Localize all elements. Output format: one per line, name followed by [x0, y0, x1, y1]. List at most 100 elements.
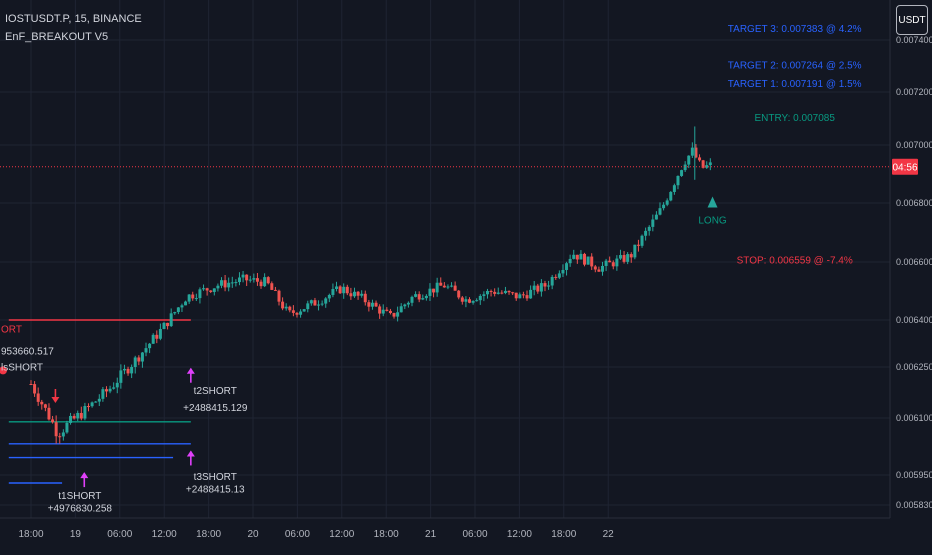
candle-body [550, 276, 554, 286]
x-tick-label: 21 [425, 529, 437, 540]
take-profit-arrow-head [186, 450, 195, 457]
y-tick-label: 0.006250 [896, 362, 932, 372]
x-tick-label: 19 [70, 529, 82, 540]
candle-body [219, 280, 223, 286]
candle-body [162, 322, 166, 329]
candle-body [597, 269, 601, 272]
x-tick-label: 20 [247, 529, 259, 540]
candle-body [388, 310, 392, 314]
y-tick-label: 0.006600 [896, 257, 932, 267]
y-tick-label: 0.006100 [896, 413, 932, 423]
candle-body [414, 294, 418, 297]
candle-body [557, 273, 561, 278]
candle-body [187, 294, 191, 302]
price-candles [29, 126, 712, 444]
candle-body [54, 422, 58, 437]
candle-body [521, 294, 525, 296]
price-countdown-badge [892, 158, 918, 175]
candle-body [202, 288, 206, 290]
candle-body [47, 407, 51, 420]
candle-body [611, 262, 615, 267]
candle-body [608, 260, 612, 263]
candle-body [291, 310, 295, 313]
candle-body [112, 387, 116, 389]
candle-body [698, 157, 702, 161]
candle-body [352, 291, 356, 297]
candle-body [629, 254, 633, 258]
candle-body [489, 290, 493, 292]
candle-body [126, 368, 130, 374]
candle-body [421, 298, 425, 300]
candle-body [331, 289, 335, 295]
chart-annotation: t1SHORT [58, 491, 101, 502]
candle-body [694, 147, 698, 158]
candle-body [374, 302, 378, 307]
currency-button[interactable]: USDT [896, 5, 928, 35]
candle-body [309, 300, 313, 304]
candle-body [119, 370, 123, 383]
candle-body [148, 343, 152, 349]
candle-body [496, 292, 500, 294]
signal-markers [0, 196, 718, 488]
candle-body [669, 191, 673, 201]
x-tick-label: 06:00 [107, 529, 132, 540]
candle-body [288, 306, 292, 311]
candle-body [237, 277, 241, 283]
candle-body [392, 313, 396, 317]
candle-body [370, 302, 374, 307]
candle-body [640, 235, 644, 246]
candle-body [245, 274, 249, 281]
chart-annotation: +4976830.258 [48, 503, 113, 514]
candle-body [396, 312, 400, 317]
chart-annotation: TARGET 2: 0.007264 @ 2.5% [728, 61, 862, 72]
candle-body [273, 289, 277, 291]
candle-body [471, 301, 475, 303]
x-tick-label: 18:00 [374, 529, 399, 540]
symbol-title: IOSTUSDT.P, 15, BINANCE [5, 13, 142, 25]
candle-body [313, 300, 317, 306]
candle-body [216, 285, 220, 289]
candle-body [137, 357, 141, 362]
candle-body [169, 313, 173, 327]
candle-body [572, 254, 576, 259]
candle-body [539, 283, 543, 292]
candle-body [209, 290, 213, 292]
candle-body [79, 412, 83, 419]
short-arrow-head [51, 397, 60, 403]
candle-body [575, 254, 579, 260]
candle-body [349, 293, 353, 297]
candle-body [198, 289, 202, 299]
y-tick-label: 0.005950 [896, 470, 932, 480]
candle-body [205, 288, 209, 291]
candle-body [662, 204, 666, 209]
candle-body [406, 302, 410, 305]
candle-body [72, 415, 76, 419]
candle-body [104, 389, 108, 392]
candle-body [133, 357, 137, 367]
candle-body [464, 299, 468, 302]
candle-body [500, 292, 504, 294]
candle-body [565, 263, 569, 270]
candle-body [263, 277, 267, 287]
candle-body [583, 253, 587, 265]
candle-body [83, 406, 87, 419]
candle-body [69, 415, 73, 423]
candle-body [173, 312, 177, 314]
candle-body [306, 303, 310, 310]
take-profit-arrow-head [186, 367, 195, 374]
long-signal-marker [707, 196, 718, 208]
axes: 0.005830 0.005950 0.006100 0.006250 0.006400… [0, 0, 932, 540]
candle-body [184, 301, 188, 306]
chart-annotation: TARGET 1: 0.007191 @ 1.5% [728, 79, 862, 90]
candle-body [708, 162, 712, 166]
candle-body [676, 175, 680, 186]
candle-body [399, 306, 403, 313]
candle-body [122, 368, 126, 371]
candle-body [266, 277, 270, 284]
candle-body [403, 304, 407, 307]
candle-body [40, 401, 44, 405]
candle-body [295, 312, 299, 315]
candle-body [158, 328, 162, 339]
